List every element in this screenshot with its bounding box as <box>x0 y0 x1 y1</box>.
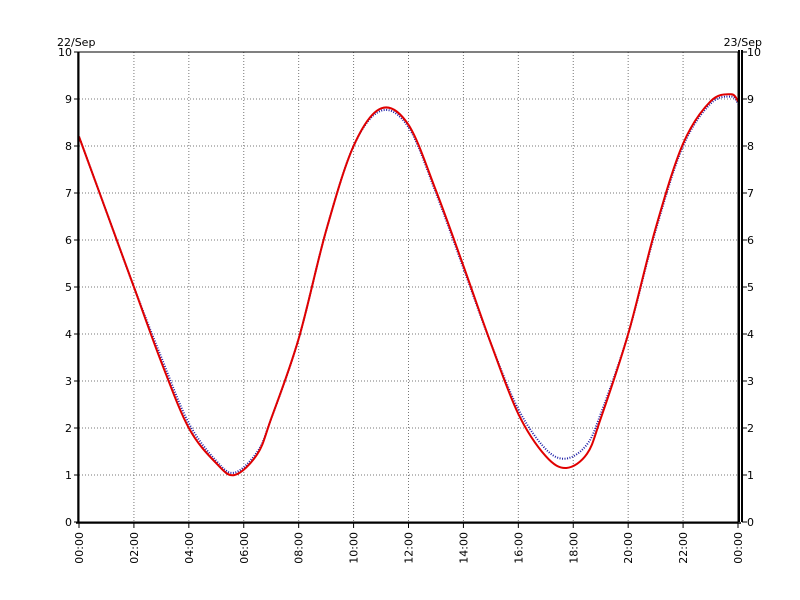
y-tick-label-right: 5 <box>747 281 754 294</box>
x-tick-label: 00:00 <box>732 532 745 564</box>
x-tick-label: 10:00 <box>348 532 361 564</box>
x-tick-label: 20:00 <box>622 532 635 564</box>
x-tick-label: 08:00 <box>293 532 306 564</box>
y-tick-label-right: 2 <box>747 422 754 435</box>
x-tick-label: 00:00 <box>73 532 86 564</box>
y-tick-label: 9 <box>65 93 72 106</box>
y-tick-label-right: 0 <box>747 516 754 529</box>
x-tick-label: 14:00 <box>457 532 470 564</box>
y-tick-label: 0 <box>65 516 72 529</box>
y-axis-left: 0 1 2 3 4 5 6 7 8 9 10 <box>58 46 79 529</box>
y-tick-label-right: 4 <box>747 328 754 341</box>
x-tick-label: 06:00 <box>238 532 251 564</box>
y-tick-label-right: 6 <box>747 234 754 247</box>
y-tick-label: 5 <box>65 281 72 294</box>
y-tick-label: 4 <box>65 328 72 341</box>
x-axis: 00:00 02:00 04:00 06:00 08:00 10:00 12:00 14:00… <box>73 522 745 564</box>
y-tick-label-right: 10 <box>747 46 761 59</box>
y-tick-label: 2 <box>65 422 72 435</box>
x-tick-label: 16:00 <box>512 532 525 564</box>
date-label-left: 22/Sep <box>57 36 95 49</box>
y-tick-label: 6 <box>65 234 72 247</box>
x-tick-label: 12:00 <box>403 532 416 564</box>
x-tick-label: 02:00 <box>128 532 141 564</box>
y-tick-label-right: 8 <box>747 140 754 153</box>
y-tick-label-right: 3 <box>747 375 754 388</box>
series-line-1 <box>78 93 739 477</box>
x-tick-label: 18:00 <box>567 532 580 564</box>
y-tick-label-right: 9 <box>747 93 754 106</box>
y-tick-label: 10 <box>58 46 72 59</box>
y-tick-label: 1 <box>65 469 72 482</box>
y-axis-right: 0 1 2 3 4 5 6 7 8 9 10 <box>742 46 761 529</box>
x-tick-label: 22:00 <box>677 532 690 564</box>
y-tick-label: 8 <box>65 140 72 153</box>
date-label-right: 23/Sep <box>724 36 762 49</box>
y-tick-label: 3 <box>65 375 72 388</box>
y-tick-label: 7 <box>65 187 72 200</box>
y-tick-label-right: 7 <box>747 187 754 200</box>
x-tick-label: 04:00 <box>183 532 196 564</box>
y-tick-label-right: 1 <box>747 469 754 482</box>
